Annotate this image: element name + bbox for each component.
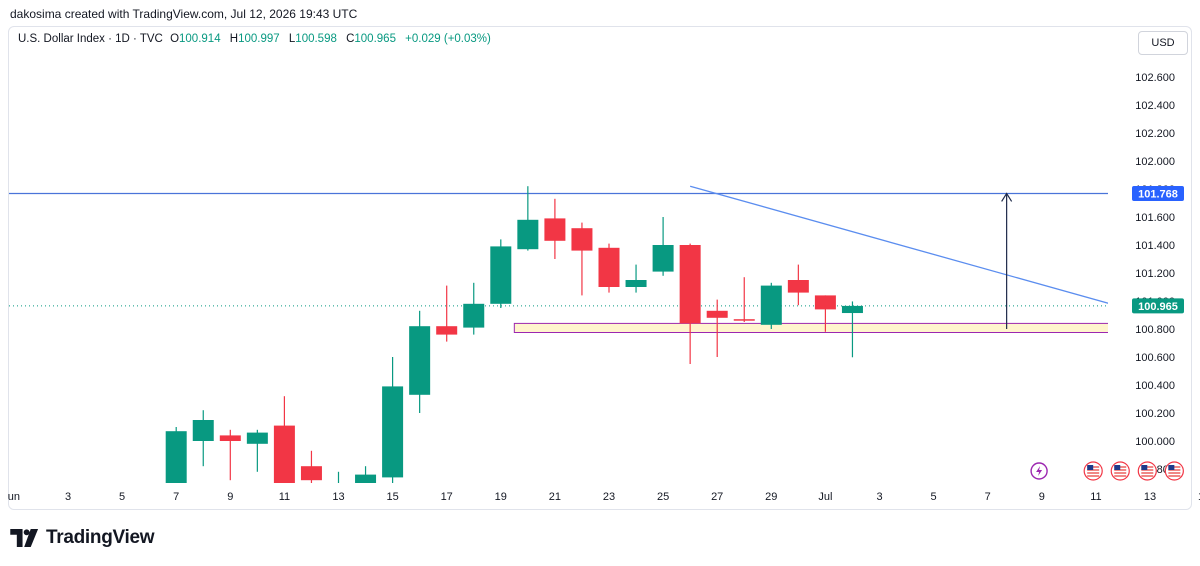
support-zone — [513, 322, 1108, 333]
event-us-flag-icon — [1164, 461, 1184, 481]
candle-body — [706, 310, 728, 318]
candle-body — [382, 386, 404, 478]
price-axis-tick-label: 100.200 — [1135, 408, 1175, 420]
time-axis-tick-label: 17 — [441, 491, 453, 503]
candle-body — [679, 245, 701, 324]
candle-body — [652, 245, 674, 272]
change-value: +0.029 (+0.03%) — [405, 33, 491, 45]
event-us-flag-icon — [1083, 461, 1103, 481]
flag-canton — [1114, 465, 1121, 470]
time-axis-tick-label: 15 — [386, 491, 398, 503]
chart-credit: dakosima created with TradingView.com, J… — [10, 7, 358, 21]
candle-body — [165, 431, 187, 483]
price-axis-tick-label: 102.600 — [1135, 72, 1175, 84]
candle-body — [409, 326, 431, 395]
price-axis-tick-label: 100.400 — [1135, 380, 1175, 392]
descending-trendline — [689, 185, 1108, 304]
target-arrow-head — [1001, 192, 1013, 202]
candle-body — [328, 483, 349, 485]
price-axis-tick-label: 100.000 — [1135, 436, 1175, 448]
time-axis-tick-label: 13 — [1144, 491, 1156, 503]
time-axis-tick-label: 5 — [119, 491, 125, 503]
price-axis-tick-label: 102.400 — [1135, 100, 1175, 112]
low-label: L — [288, 33, 296, 45]
high-value: 100.997 — [238, 33, 280, 45]
flag-canton — [1141, 465, 1148, 470]
resistance-price-tag-label: 101.768 — [1138, 188, 1178, 200]
time-axis-tick-label: 25 — [657, 491, 669, 503]
candle-body — [355, 474, 377, 483]
tradingview-wordmark: TradingView — [46, 527, 155, 548]
candle-body — [760, 285, 782, 325]
candle-body — [571, 228, 593, 251]
event-us-flag-icon — [1137, 461, 1157, 481]
time-axis-tick-label: 7 — [985, 491, 991, 503]
candle-body — [814, 295, 836, 310]
time-axis-tick-label: 7 — [173, 491, 179, 503]
symbol-name[interactable]: U.S. Dollar Index · 1D · TVC — [18, 33, 163, 45]
event-us-flag-icon — [1110, 461, 1130, 481]
candle-body — [436, 326, 458, 335]
time-axis-tick-label: 3 — [65, 491, 71, 503]
open-label: O — [170, 33, 180, 45]
tradingview-logo-icon — [10, 529, 39, 547]
price-axis-tick-label: 102.000 — [1135, 156, 1175, 168]
time-axis-tick-label: 11 — [1090, 491, 1101, 503]
candle-body — [625, 280, 647, 287]
event-flash-bolt — [1036, 466, 1043, 476]
resistance-price-tag — [1132, 185, 1184, 201]
candle-body — [300, 466, 322, 481]
open-value: 100.914 — [179, 33, 221, 45]
time-axis-tick-label: 11 — [279, 491, 290, 503]
price-axis-tick-label: 100.600 — [1135, 352, 1175, 364]
last-price-tag — [1132, 298, 1184, 314]
candle-body — [598, 247, 620, 287]
time-axis-tick-label: 23 — [603, 491, 615, 503]
tradingview-logo: TradingView — [10, 527, 155, 549]
symbol-legend: U.S. Dollar Index · 1D · TVC O100.914 H1… — [18, 33, 497, 45]
candle-body — [517, 219, 539, 250]
time-axis-tick-label: un — [8, 491, 20, 503]
flag-canton — [1168, 465, 1175, 470]
candle-body — [273, 425, 295, 483]
candle-body — [733, 319, 755, 321]
candle-body — [246, 432, 268, 444]
time-axis-tick-label: 21 — [549, 491, 561, 503]
candle-body — [219, 435, 241, 441]
currency-button[interactable]: USD — [1138, 31, 1188, 55]
last-price-tag-label: 100.965 — [1138, 301, 1178, 313]
time-axis-tick-label: 9 — [227, 491, 233, 503]
close-value: 100.965 — [354, 33, 396, 45]
candle-body — [841, 305, 863, 314]
time-axis-tick-label: 19 — [495, 491, 507, 503]
high-label: H — [229, 33, 239, 45]
price-axis-tick-label: 101.400 — [1135, 240, 1175, 252]
price-axis-tick-label: 100.800 — [1135, 324, 1175, 336]
candle-body — [544, 218, 566, 241]
candle-body — [192, 420, 214, 441]
price-axis-tick-label: 101.200 — [1135, 268, 1175, 280]
close-label: C — [346, 33, 355, 45]
candle-body — [787, 280, 809, 293]
chart-frame — [8, 26, 1192, 510]
time-axis-tick-label: 3 — [876, 491, 882, 503]
time-axis-tick-label: 15 — [1198, 491, 1200, 503]
candle-body — [463, 303, 485, 328]
time-axis-tick-label: 9 — [1039, 491, 1045, 503]
time-axis-tick-label: 27 — [711, 491, 723, 503]
candle-body — [490, 246, 512, 304]
low-value: 100.598 — [295, 33, 337, 45]
plot-area — [9, 185, 1108, 485]
flag-canton — [1087, 465, 1094, 470]
price-axis-tick-label: 102.200 — [1135, 128, 1175, 140]
time-axis-tick-label: Jul — [818, 491, 832, 503]
time-axis-tick-label: 5 — [931, 491, 937, 503]
time-axis-tick-label: 29 — [765, 491, 777, 503]
time-axis-tick-label: 13 — [332, 491, 344, 503]
price-axis-tick-label: 101.600 — [1135, 212, 1175, 224]
